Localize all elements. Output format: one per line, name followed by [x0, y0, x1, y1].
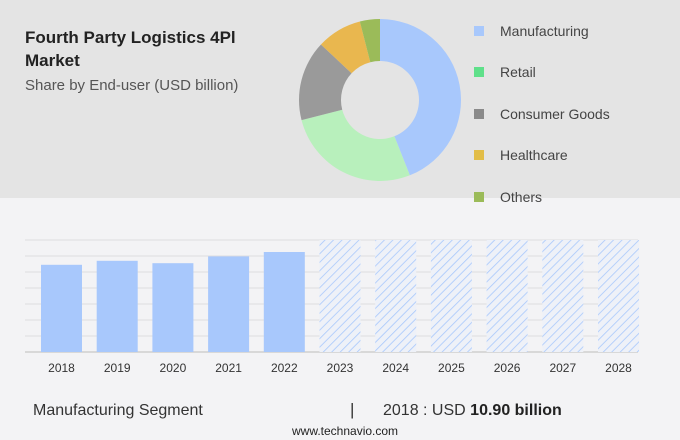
x-tick-label: 2028	[605, 361, 632, 375]
legend-swatch	[474, 150, 484, 161]
x-tick-label: 2018	[48, 361, 75, 375]
bar-2021	[208, 256, 250, 352]
x-tick-label: 2026	[494, 361, 521, 375]
legend-item: Retail	[474, 52, 610, 94]
legend-label: Retail	[500, 64, 536, 81]
x-tick-label: 2020	[160, 361, 187, 375]
separator: |	[350, 400, 355, 419]
x-tick-label: 2023	[327, 361, 354, 375]
legend-item: Others	[474, 176, 610, 218]
year-prefix: 2018 : USD	[383, 402, 466, 419]
bar-forecast-2027	[542, 240, 584, 352]
legend: Manufacturing Retail Consumer Goods Healthc…	[474, 10, 610, 218]
value-text: 10.90 billion	[470, 402, 562, 419]
legend-label: Healthcare	[500, 147, 568, 164]
bar-forecast-2026	[486, 240, 528, 352]
legend-swatch	[474, 191, 484, 202]
page-title: Fourth Party Logistics 4Pl Market	[25, 28, 236, 70]
x-tick-label: 2022	[271, 361, 298, 375]
page-subtitle: Share by End-user (USD billion)	[25, 77, 239, 94]
legend-label: Consumer Goods	[500, 105, 610, 122]
x-tick-label: 2027	[549, 361, 576, 375]
legend-label: Others	[500, 188, 543, 205]
donut-slice-consumer-goods	[299, 44, 352, 121]
bar-forecast-2023	[319, 240, 361, 352]
bar-chart: 2018 2019 2020 2021 2022 2023 2024 2025 2026 2027…	[25, 239, 639, 375]
x-tick-label: 2021	[215, 361, 242, 375]
legend-swatch	[474, 67, 484, 78]
donut-slice-others	[359, 19, 380, 63]
legend-swatch	[474, 108, 484, 119]
legend-swatch	[474, 25, 484, 36]
bar-forecast-2024	[375, 240, 417, 352]
bar-2022	[263, 252, 305, 352]
donut-slice-manufacturing	[380, 19, 461, 176]
segment-label: Manufacturing Segment	[33, 402, 203, 419]
legend-item: Consumer Goods	[474, 93, 610, 135]
bar-forecast-2028	[598, 240, 639, 352]
legend-item: Manufacturing	[474, 10, 610, 52]
bar-forecast-2025	[430, 240, 472, 352]
website: www.technavio.com	[292, 424, 399, 438]
x-tick-label: 2019	[104, 361, 131, 375]
x-tick-label: 2025	[438, 361, 465, 375]
donut-chart	[299, 19, 461, 181]
segment-value: 2018 : USD 10.90 billion	[383, 402, 562, 420]
legend-label: Manufacturing	[500, 22, 589, 39]
bar-2020	[152, 263, 194, 352]
donut-slice-retail	[301, 109, 410, 181]
donut-slice-healthcare	[320, 21, 371, 74]
x-tick-label: 2024	[382, 361, 409, 375]
bar-2018	[41, 264, 82, 352]
bar-2019	[96, 260, 138, 352]
legend-item: Healthcare	[474, 135, 610, 177]
